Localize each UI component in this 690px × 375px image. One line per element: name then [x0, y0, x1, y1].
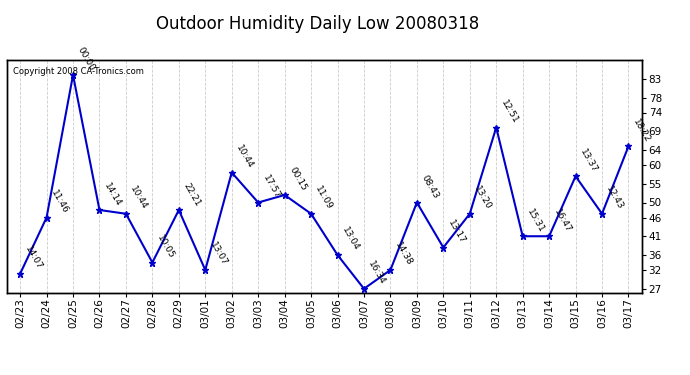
- Text: 14:07: 14:07: [23, 245, 43, 272]
- Text: Outdoor Humidity Daily Low 20080318: Outdoor Humidity Daily Low 20080318: [156, 15, 479, 33]
- Text: 16:34: 16:34: [366, 260, 387, 286]
- Text: 13:17: 13:17: [446, 218, 466, 245]
- Text: 00:15: 00:15: [287, 166, 308, 193]
- Text: 14:38: 14:38: [393, 241, 414, 268]
- Text: 18:22: 18:22: [631, 117, 652, 144]
- Text: 15:31: 15:31: [525, 207, 546, 234]
- Text: 10:44: 10:44: [235, 144, 255, 170]
- Text: 17:57: 17:57: [261, 173, 282, 200]
- Text: 13:20: 13:20: [473, 185, 493, 211]
- Text: 10:44: 10:44: [128, 185, 149, 211]
- Text: 13:04: 13:04: [340, 226, 361, 253]
- Text: 10:05: 10:05: [155, 233, 176, 260]
- Text: 16:47: 16:47: [552, 207, 573, 234]
- Text: 11:46: 11:46: [49, 189, 70, 215]
- Text: Copyright 2008 CA-Tronics.com: Copyright 2008 CA-Tronics.com: [13, 67, 144, 76]
- Text: 22:21: 22:21: [181, 181, 202, 208]
- Text: 14:14: 14:14: [102, 181, 123, 208]
- Text: 08:43: 08:43: [420, 174, 440, 200]
- Text: 11:09: 11:09: [314, 184, 335, 211]
- Text: 13:37: 13:37: [578, 147, 599, 174]
- Text: 12:43: 12:43: [604, 185, 625, 211]
- Text: 00:00: 00:00: [76, 46, 97, 73]
- Text: 13:07: 13:07: [208, 241, 228, 268]
- Text: 12:51: 12:51: [499, 99, 520, 125]
